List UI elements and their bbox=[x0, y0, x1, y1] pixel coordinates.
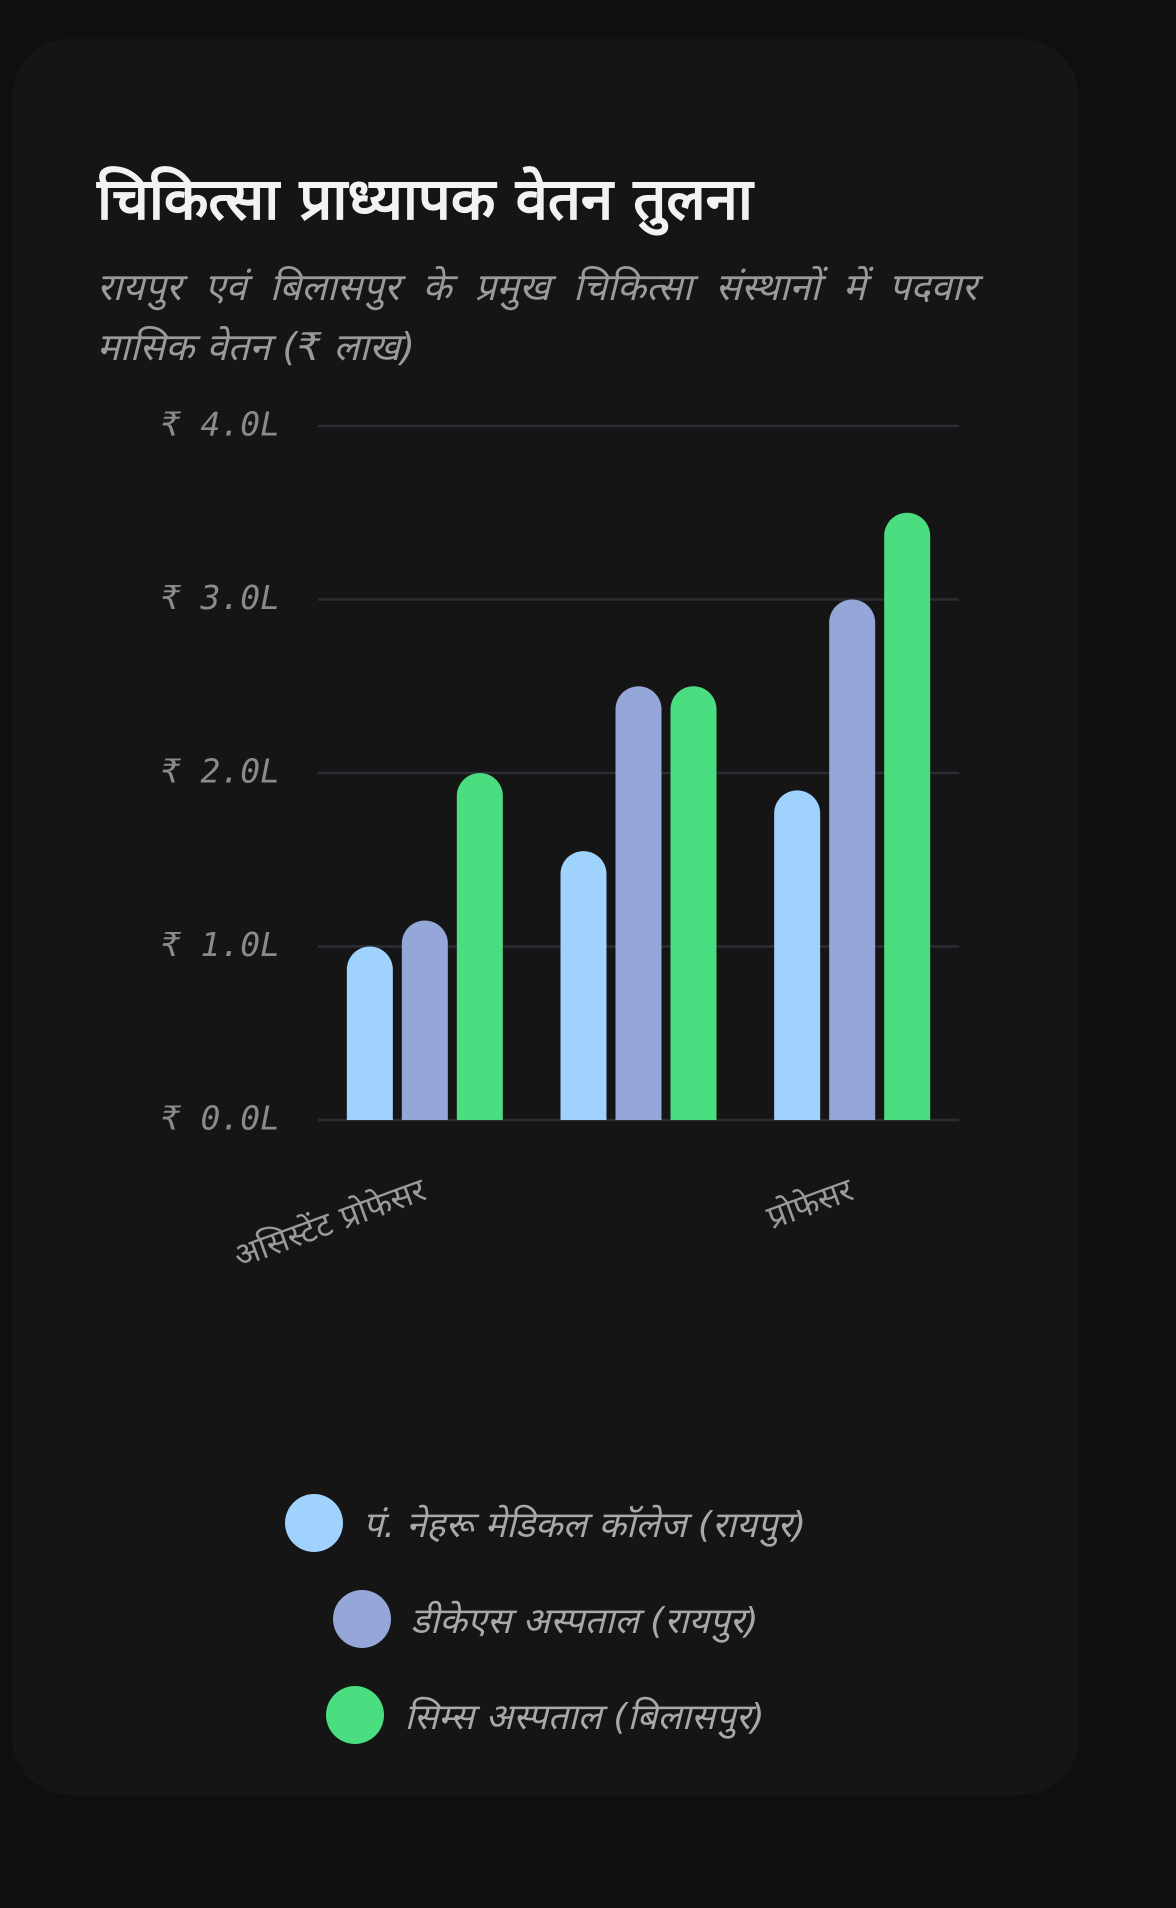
legend-swatch bbox=[326, 1686, 385, 1744]
y-tick-label: ₹ 1.0L bbox=[161, 925, 280, 964]
legend-label: सिम्स अस्पताल (बिलासपुर) bbox=[404, 1696, 765, 1738]
legend-item: डीकेएस अस्पताल (रायपुर) bbox=[332, 1590, 759, 1648]
y-tick-label: ₹ 4.0L bbox=[161, 405, 280, 444]
legend-item: पं. नेहरू मेडिकल कॉलेज (रायपुर) bbox=[284, 1494, 807, 1552]
chart: ₹ 0.0L ₹ 1.0L ₹ 2.0L ₹ 3.0L ₹ 4.0L असिस्टेंट … bbox=[161, 405, 959, 1276]
y-tick-label: ₹ 3.0L bbox=[161, 578, 280, 617]
card: चिकित्सा प्राध्यापक वेतन तुलना रायपुर एव… bbox=[12, 39, 1079, 1795]
x-tick-label: असिस्टेंट प्रोफेसर bbox=[228, 1170, 431, 1276]
x-tick-label: प्रोफेसर bbox=[762, 1170, 859, 1237]
chart-title: चिकित्सा प्राध्यापक वेतन तुलना bbox=[97, 165, 753, 233]
bar bbox=[670, 686, 717, 1120]
bar bbox=[456, 773, 503, 1120]
legend-swatch bbox=[332, 1590, 391, 1648]
bar bbox=[560, 851, 607, 1120]
legend-item: सिम्स अस्पताल (बिलासपुर) bbox=[326, 1686, 765, 1744]
legend-swatch bbox=[284, 1494, 343, 1552]
y-tick-label: ₹ 2.0L bbox=[161, 752, 280, 791]
legend-label: डीकेएस अस्पताल (रायपुर) bbox=[410, 1600, 759, 1642]
bar bbox=[884, 512, 931, 1120]
bar bbox=[615, 686, 662, 1120]
legend-label: पं. नेहरू मेडिकल कॉलेज (रायपुर) bbox=[362, 1504, 807, 1546]
chart-subtitle: रायपुर एवं बिलासपुर के प्रमुख चिकित्सा स… bbox=[97, 265, 977, 369]
y-tick-label: ₹ 0.0L bbox=[161, 1099, 280, 1138]
bar bbox=[829, 599, 876, 1120]
bar bbox=[346, 946, 393, 1120]
legend: पं. नेहरू मेडिकल कॉलेज (रायपुर) डीकेएस अस… bbox=[12, 1494, 1079, 1744]
bar bbox=[401, 920, 448, 1120]
bar bbox=[774, 790, 821, 1120]
